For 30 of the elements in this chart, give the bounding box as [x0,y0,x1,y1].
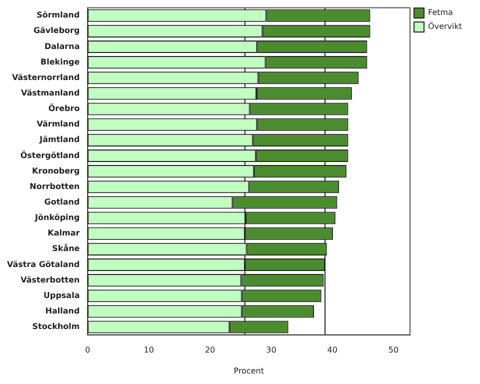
y-tick-label: Kalmar [48,228,80,238]
x-tick-label: 10 [144,346,154,355]
y-tick-label: Västmanland [20,88,80,98]
y-tick-label: Gävleborg [33,26,80,36]
legend-label: Övervikt [428,21,462,32]
y-tick-label: Skåne [52,243,80,254]
x-tick-label: 50 [388,346,399,355]
y-tick-label: Östergötland [20,150,80,160]
y-tick-label: Halland [45,306,80,316]
x-tick-label: 30 [266,346,276,355]
y-tick-label: Norrbotten [30,182,80,191]
y-tick-label: Blekinge [40,57,80,66]
y-tick-label: Uppsala [43,290,80,300]
y-tick-label: Västerbotten [20,275,80,284]
y-tick-label: Kronoberg [32,166,80,176]
y-tick-label: Gotland [44,198,80,207]
y-tick-label: Västra Götaland [6,260,80,269]
x-tick-label: 40 [327,346,338,355]
legend-label: Fetma [428,8,454,18]
y-tick-label: Dalarna [44,42,80,51]
x-tick-label: 0 [85,346,90,355]
y-tick-label: Jämtland [38,135,80,144]
y-tick-label: Västernorrland [12,72,80,82]
x-tick-label: 20 [204,346,216,355]
y-tick-label: Värmland [36,120,80,129]
y-tick-label: Örebro [48,103,80,114]
y-tick-label: Stockholm [32,322,80,332]
x-axis-title: Procent [234,366,264,376]
y-tick-label: Sörmland [36,10,80,20]
y-tick-label: Jönköping [34,213,80,222]
